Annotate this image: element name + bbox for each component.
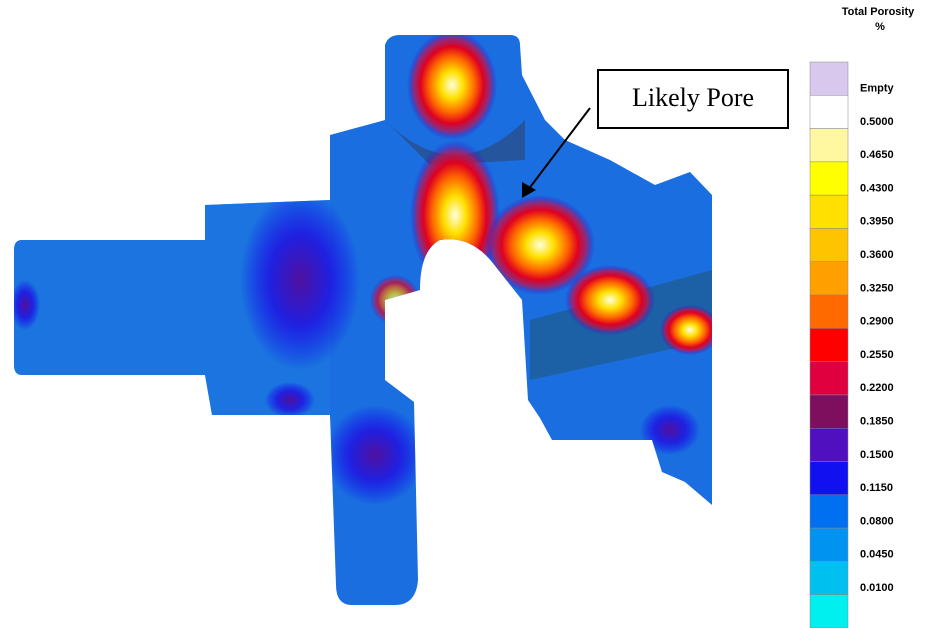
- legend-swatch: [809, 494, 849, 529]
- legend-label: 0.0800: [860, 515, 894, 527]
- legend-swatch: [809, 294, 849, 329]
- annotation: Likely Pore: [522, 69, 789, 198]
- legend-label: 0.1500: [860, 449, 894, 461]
- legend-label: 0.0100: [860, 582, 894, 594]
- legend-swatch: [809, 261, 849, 296]
- legend-label: Empty: [860, 83, 895, 95]
- annotation-box: [597, 69, 789, 129]
- legend-label: 0.1150: [860, 482, 893, 494]
- legend-label: 0.4300: [860, 182, 894, 194]
- legend-swatch: [809, 228, 849, 263]
- arrow: [527, 107, 591, 191]
- legend-swatch: [809, 95, 849, 129]
- legend-swatch: [809, 394, 849, 429]
- legend-swatch: [809, 361, 849, 396]
- legend-swatch: [809, 61, 849, 96]
- legend-label: 0.4650: [860, 149, 894, 161]
- legend-unit: %: [875, 21, 885, 33]
- legend-label: 0.2900: [860, 316, 894, 328]
- legend-swatch: [809, 194, 849, 229]
- legend-label: 0.1850: [860, 415, 894, 427]
- legend-swatch: [809, 328, 849, 362]
- legend-swatch: [809, 527, 849, 562]
- arrow-head: [522, 182, 536, 198]
- legend-swatch: [809, 427, 849, 462]
- legend-swatch: [809, 128, 849, 163]
- legend-label: 0.3250: [860, 282, 894, 294]
- legend-label: 0.3600: [860, 249, 894, 261]
- legend-label: 0.0450: [860, 549, 894, 561]
- legend-label: 0.3950: [860, 216, 894, 228]
- legend: Total Porosity % Empty 0.5000 0.4650 0.4300…: [809, 6, 915, 628]
- legend-label: 0.2550: [860, 349, 894, 361]
- legend-label: 0.5000: [860, 116, 894, 128]
- legend-swatch: [809, 161, 849, 196]
- legend-swatch: [809, 594, 849, 628]
- legend-title: Total Porosity: [842, 6, 915, 18]
- legend-swatch: [809, 461, 849, 496]
- legend-swatch: [809, 561, 849, 595]
- annotation-text: Likely Pore: [632, 83, 754, 112]
- legend-label: 0.2200: [860, 382, 894, 394]
